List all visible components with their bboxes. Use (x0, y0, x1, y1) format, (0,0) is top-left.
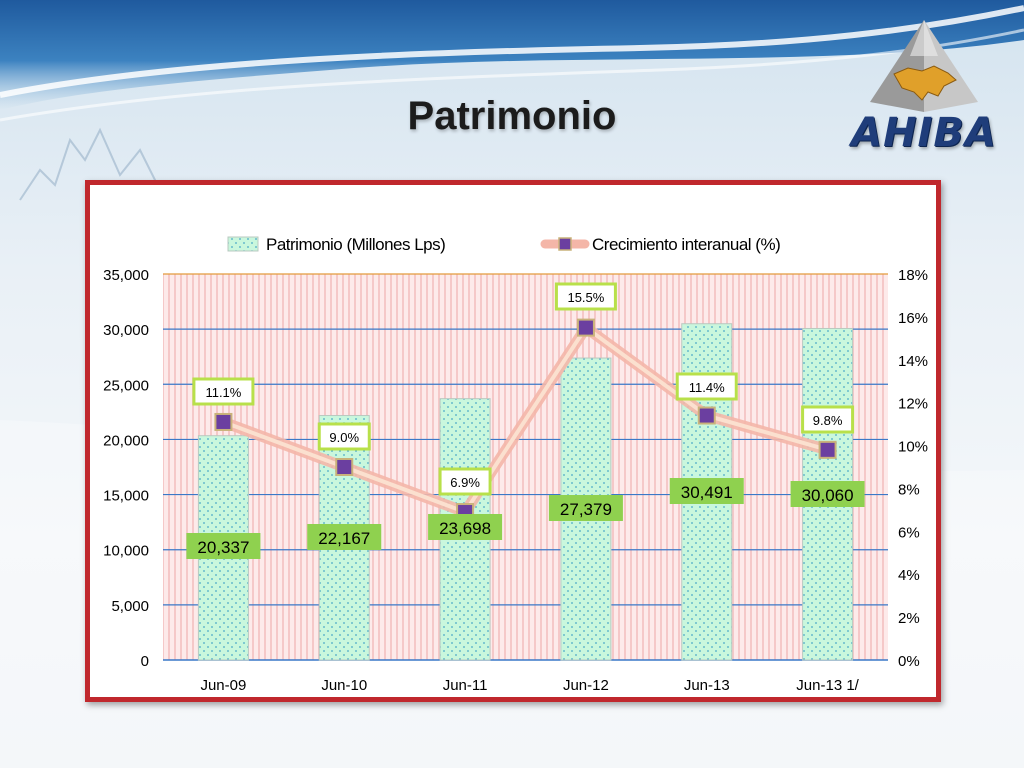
pct-value-label: 6.9% (450, 475, 480, 490)
bar-value-label-bg (790, 481, 865, 507)
y-right-tick-label: 8% (898, 481, 920, 498)
pct-label-box (192, 377, 255, 406)
legend-bar-swatch (227, 236, 259, 252)
growth-line-highlight (222, 325, 829, 515)
bar-value-label: 27,379 (560, 500, 612, 519)
y-right-tick-label: 12% (898, 396, 928, 413)
y-right-tick-label: 10% (898, 439, 928, 456)
y-right-tick-label: 6% (898, 524, 920, 541)
y-right-tick-label: 0% (898, 653, 920, 670)
x-tick-label: Jun‑10 (321, 677, 367, 694)
growth-marker (818, 440, 837, 459)
honduras-map-pyramid-icon (870, 20, 978, 112)
pct-value-label: 11.1% (205, 385, 241, 400)
y-right-tick-label: 16% (898, 310, 928, 327)
x-tick-label: Jun‑13 (684, 677, 730, 694)
growth-marker (697, 406, 716, 425)
x-tick-label: Jun‑11 (443, 677, 488, 694)
bar-value-label: 20,337 (197, 538, 249, 557)
pct-value-label: 15.5% (567, 290, 604, 305)
y-left-tick-label: 15,000 (103, 488, 149, 505)
bar-value-label-bg (186, 533, 261, 559)
y-left-tick-label: 30,000 (103, 322, 149, 339)
legend-bar-label: Patrimonio (Millones Lps) (266, 235, 445, 254)
y-right-tick-label: 4% (898, 567, 920, 584)
pct-label-box (554, 282, 617, 311)
x-tick-label: Jun‑12 (563, 677, 609, 694)
pct-label-box (801, 405, 855, 434)
legend-line-label: Crecimiento interanual (%) (592, 235, 780, 254)
bar-value-label: 23,698 (439, 519, 491, 538)
y-right-tick-label: 2% (898, 610, 920, 627)
bar-value-label-bg (307, 524, 382, 550)
legend-marker-swatch (558, 237, 572, 251)
bar-value-label-bg (669, 478, 744, 504)
y-left-tick-label: 35,000 (103, 267, 149, 284)
plot-area (163, 274, 888, 660)
growth-marker (576, 318, 595, 337)
x-tick-label: Jun‑13 1/ (796, 677, 859, 694)
bar-value-label: 22,167 (318, 529, 370, 548)
y-right-tick-label: 14% (898, 353, 928, 370)
combo-chart: 20,337 22,167 23,698 27,379 30,491 30,060 11.… (103, 235, 928, 694)
y-left-tick-label: 5,000 (111, 598, 149, 615)
x-tick-label: Jun‑09 (200, 677, 246, 694)
pct-value-label: 11.4% (689, 380, 725, 395)
growth-marker (214, 412, 233, 431)
bar-value-label-bg (548, 495, 623, 521)
y-right-tick-label: 18% (898, 267, 928, 284)
bar-value-label: 30,060 (802, 486, 854, 505)
pct-value-label: 9.0% (329, 430, 359, 445)
pct-label-box (675, 372, 738, 401)
logo-text: AHIBA (851, 110, 997, 156)
pct-label-box (438, 467, 492, 496)
y-left-tick-label: 25,000 (103, 377, 149, 394)
slide-title: Patrimonio (407, 94, 617, 138)
bar-value-label: 30,491 (681, 483, 733, 502)
pct-label-box (317, 422, 371, 451)
y-left-tick-label: 0 (141, 653, 149, 670)
y-left-tick-label: 20,000 (103, 432, 149, 449)
pct-value-label: 9.8% (813, 413, 843, 428)
bar-value-label-bg (428, 514, 503, 540)
chart-frame: 20,337 22,167 23,698 27,379 30,491 30,060 11.… (85, 180, 941, 702)
growth-marker (335, 458, 354, 476)
y-left-tick-label: 10,000 (103, 543, 149, 560)
